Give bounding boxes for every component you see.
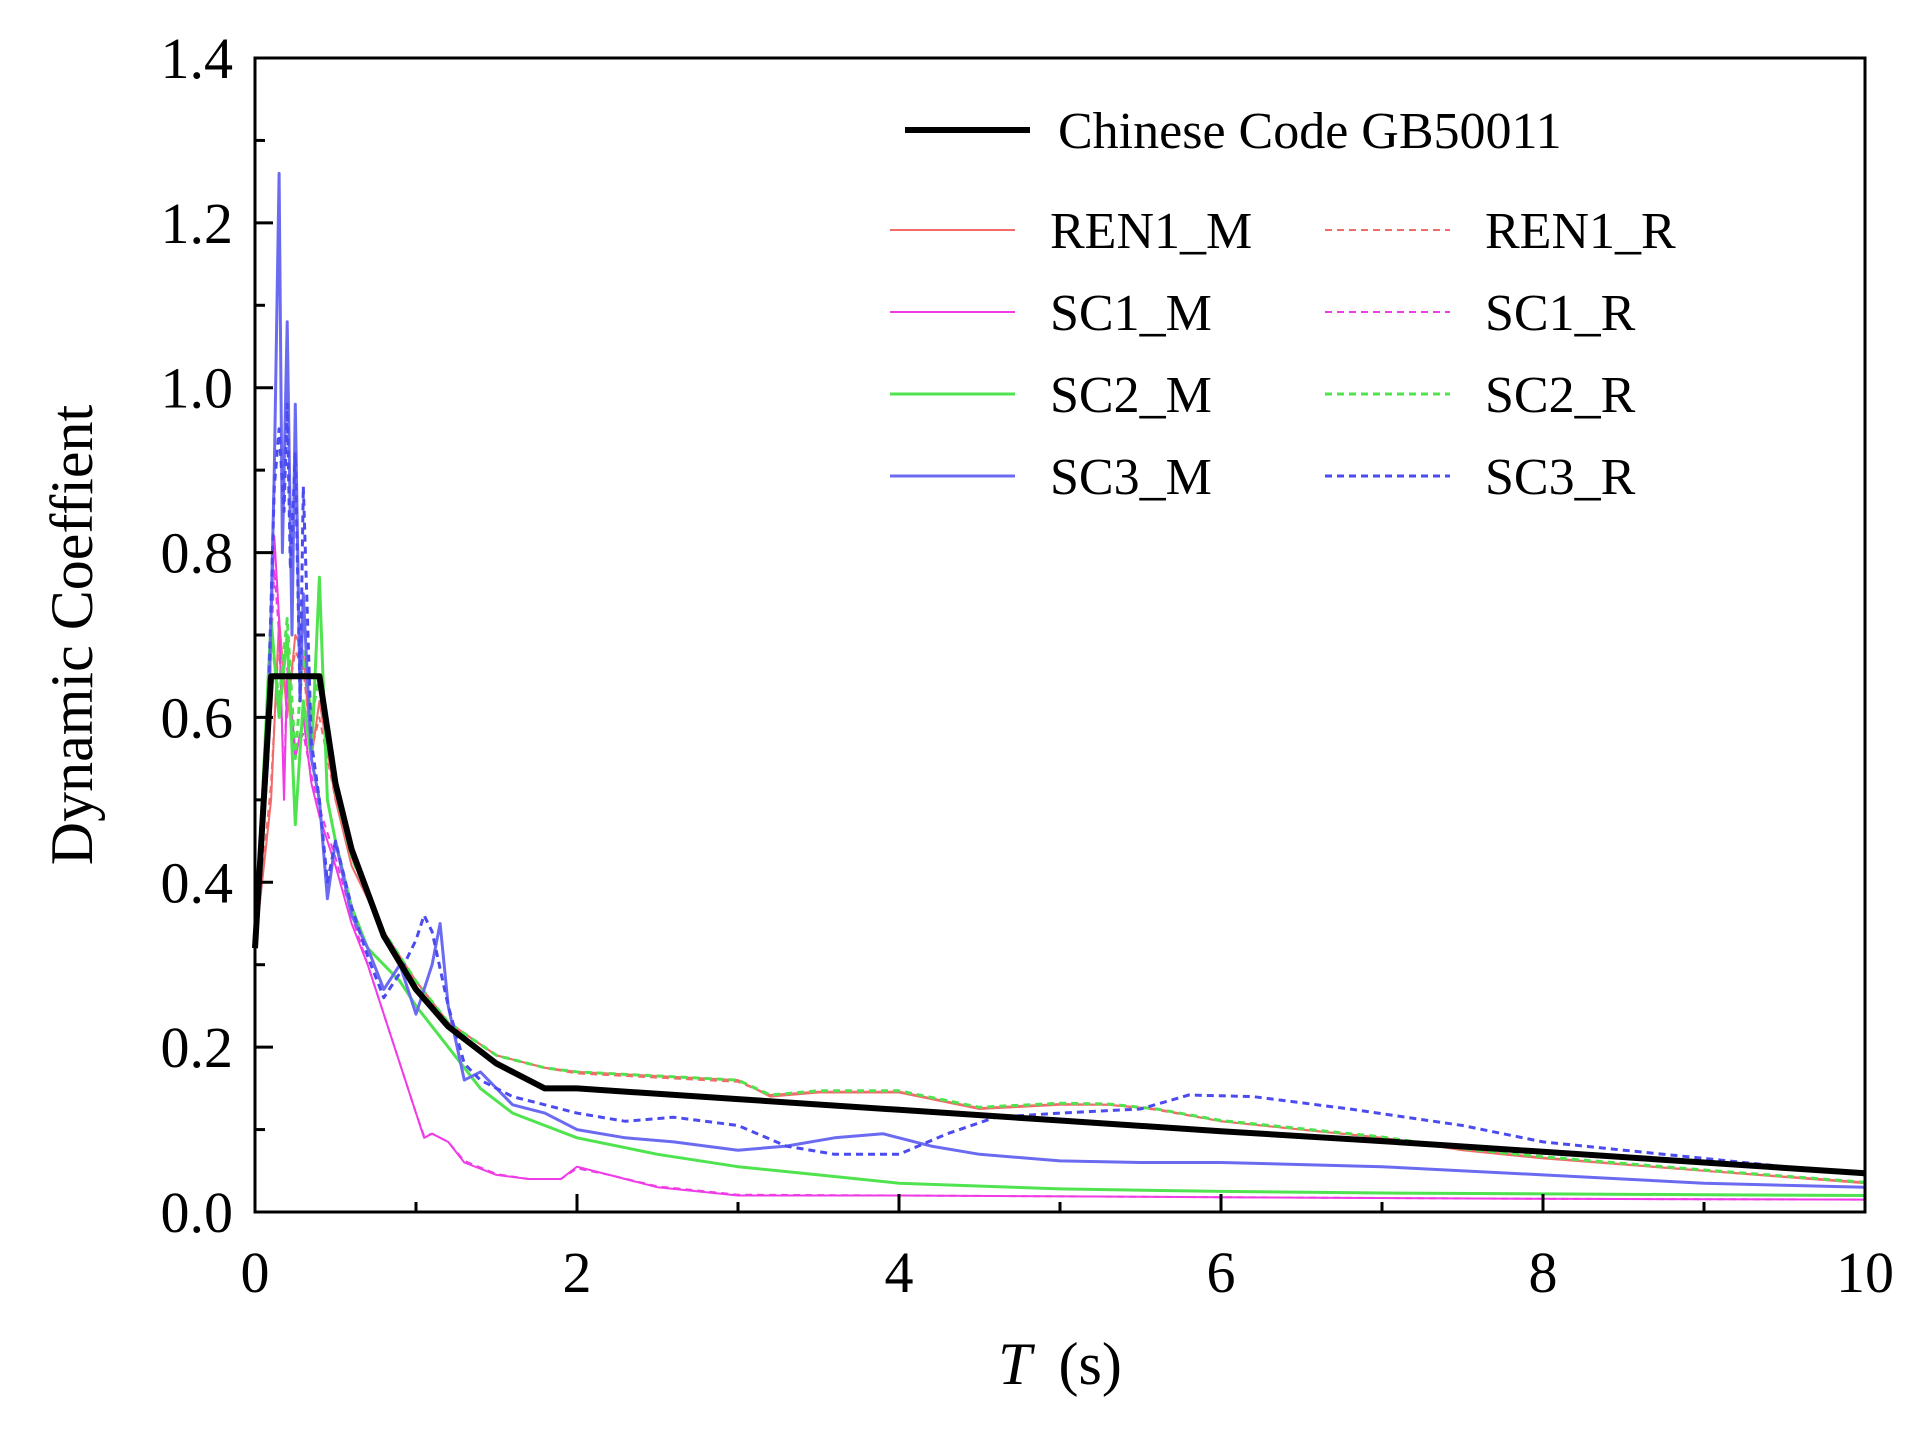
y-tick-label: 1.2 (161, 191, 234, 256)
y-tick-label: 0.0 (161, 1180, 234, 1245)
legend-label: SC3_M (1050, 449, 1212, 506)
series-layer (252, 171, 1866, 1201)
x-tick-label: 10 (1836, 1240, 1894, 1305)
series-line-chinese-code-gb50011 (252, 673, 1866, 1177)
series-line-ren1-m (254, 617, 1866, 1185)
legend-label: SC1_R (1485, 285, 1636, 342)
legend-label: SC2_R (1485, 367, 1636, 424)
legend-label: SC2_M (1050, 367, 1212, 424)
x-axis-title-symbol: T (998, 1331, 1035, 1397)
legend: Chinese Code GB50011 REN1_M REN1_R SC1_M SC1… (890, 103, 1676, 506)
x-axis-title-unit: (s) (1059, 1331, 1122, 1397)
legend-label: REN1_R (1485, 203, 1676, 260)
y-axis-title: Dynamic Coeffient (39, 404, 105, 865)
y-tick-label: 0.4 (161, 850, 234, 915)
series-line-ren1-r (254, 634, 1866, 1184)
series-line-sc2-r (253, 617, 1866, 1184)
legend-label: SC3_R (1485, 449, 1636, 506)
x-tick-label: 2 (563, 1240, 592, 1305)
legend-label: SC1_M (1050, 285, 1212, 342)
y-tick-label: 1.0 (161, 356, 234, 421)
y-tick-label: 0.2 (161, 1015, 234, 1080)
x-tick-label: 8 (1529, 1240, 1558, 1305)
legend-label: Chinese Code GB50011 (1058, 103, 1562, 160)
x-tick-label: 0 (241, 1240, 270, 1305)
x-tick-label: 4 (885, 1240, 914, 1305)
series-line-sc3-r (253, 402, 1866, 1177)
x-axis-title: T (s) (998, 1331, 1122, 1397)
legend-label: REN1_M (1050, 203, 1252, 260)
y-tick-label: 0.6 (161, 685, 234, 750)
y-tick-label: 1.4 (161, 26, 234, 91)
y-tick-label: 0.8 (161, 521, 234, 586)
x-tick-label: 6 (1207, 1240, 1236, 1305)
ticks-layer: 0 2 4 6 8 10 0.0 0.2 0.4 0.6 0.8 1.0 1.2 1.4 (161, 26, 1895, 1305)
series-line-sc2-m (253, 575, 1866, 1197)
series-line-sc3-m (253, 171, 1866, 1189)
